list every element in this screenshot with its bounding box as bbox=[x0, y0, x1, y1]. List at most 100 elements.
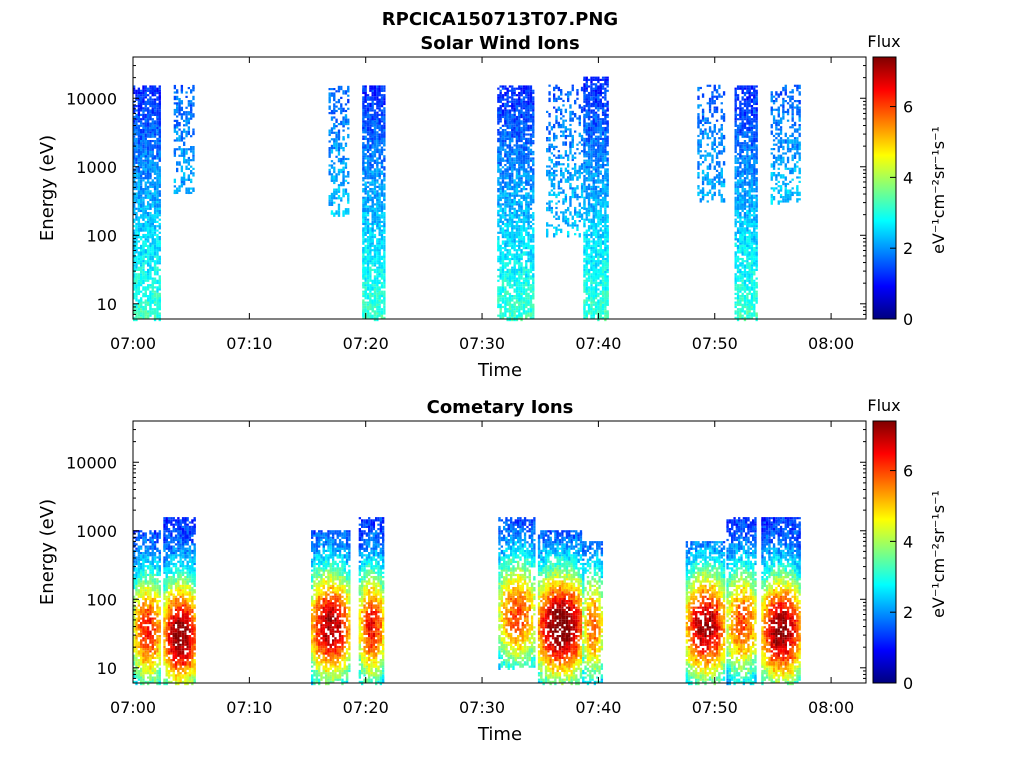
heatmap-cell bbox=[583, 198, 586, 204]
heatmap-cell bbox=[508, 89, 512, 92]
heatmap-cell bbox=[337, 147, 341, 152]
heatmap-cell bbox=[699, 86, 702, 90]
heatmap-cell bbox=[504, 153, 507, 158]
heatmap-cell bbox=[371, 214, 374, 219]
heatmap-cell bbox=[153, 308, 157, 313]
heatmap-cell bbox=[497, 209, 500, 215]
heatmap-cell bbox=[383, 216, 386, 219]
heatmap-cell bbox=[525, 137, 528, 143]
heatmap-cell bbox=[378, 174, 381, 180]
heatmap-cell bbox=[183, 148, 186, 153]
heatmap-cell bbox=[366, 266, 370, 271]
heatmap-cell bbox=[499, 266, 502, 269]
heatmap-cell bbox=[499, 290, 502, 295]
heatmap-cell bbox=[140, 316, 143, 319]
heatmap-cell bbox=[604, 271, 607, 274]
heatmap-cell bbox=[344, 118, 348, 123]
heatmap-cell bbox=[366, 262, 370, 267]
heatmap-cell bbox=[532, 281, 535, 285]
heatmap-cell bbox=[504, 107, 507, 110]
heatmap-cell bbox=[706, 84, 709, 87]
heatmap-cell bbox=[342, 120, 345, 126]
heatmap-cell bbox=[599, 188, 602, 193]
heatmap-cell bbox=[583, 233, 586, 237]
heatmap-cell bbox=[144, 122, 147, 127]
heatmap-cell bbox=[597, 100, 600, 103]
heatmap-cell bbox=[529, 225, 533, 228]
heatmap-cell bbox=[590, 301, 593, 304]
heatmap-cell bbox=[347, 175, 350, 178]
heatmap-cell bbox=[362, 310, 365, 315]
heatmap-cell bbox=[344, 166, 348, 169]
heatmap-cell bbox=[555, 145, 558, 148]
heatmap-cell bbox=[142, 166, 145, 171]
heatmap-cell bbox=[560, 228, 563, 234]
heatmap-cell bbox=[736, 140, 740, 145]
heatmap-cell bbox=[501, 105, 505, 108]
heatmap-cell bbox=[604, 238, 607, 243]
heatmap-cell bbox=[736, 209, 740, 215]
heatmap-cell bbox=[569, 130, 572, 135]
heatmap-cell bbox=[156, 220, 159, 223]
heatmap-cell bbox=[601, 268, 605, 274]
heatmap-cell bbox=[383, 85, 386, 88]
heatmap-cell bbox=[149, 310, 152, 315]
heatmap-cell bbox=[736, 172, 740, 178]
heatmap-cell bbox=[147, 275, 150, 280]
heatmap-cell bbox=[158, 87, 161, 90]
heatmap-cell bbox=[522, 244, 526, 250]
heatmap-cell bbox=[518, 240, 521, 243]
heatmap-cell bbox=[594, 249, 598, 254]
heatmap-cell bbox=[140, 196, 143, 199]
heatmap-cell bbox=[522, 308, 526, 313]
heatmap-cell bbox=[571, 158, 574, 162]
heatmap-cell bbox=[560, 191, 563, 194]
heatmap-cell bbox=[548, 200, 551, 205]
heatmap-cell bbox=[597, 131, 600, 134]
heatmap-cell bbox=[529, 135, 533, 138]
heatmap-cell bbox=[532, 161, 535, 167]
heatmap-cell bbox=[522, 113, 526, 119]
heatmap-cell bbox=[571, 222, 574, 227]
heatmap-cell bbox=[706, 119, 709, 122]
heatmap-cell bbox=[515, 268, 519, 274]
heatmap-cell bbox=[137, 266, 141, 271]
heatmap-cell bbox=[527, 275, 530, 278]
heatmap-cell bbox=[560, 110, 563, 113]
heatmap-cell bbox=[587, 144, 591, 149]
heatmap-cell bbox=[176, 122, 179, 127]
heatmap-cell bbox=[513, 161, 516, 164]
heatmap-cell bbox=[383, 251, 386, 256]
heatmap-cell bbox=[151, 255, 154, 261]
heatmap-cell bbox=[373, 284, 377, 287]
heatmap-cell bbox=[504, 207, 507, 210]
heatmap-cell bbox=[594, 161, 598, 167]
heatmap-cell bbox=[576, 117, 579, 120]
heatmap-cell bbox=[508, 279, 512, 285]
heatmap-cell bbox=[571, 167, 574, 170]
heatmap-cell bbox=[333, 181, 336, 185]
heatmap-cell bbox=[525, 281, 528, 287]
heatmap-cell bbox=[592, 78, 595, 81]
heatmap-cell bbox=[739, 212, 742, 217]
heatmap-cell bbox=[529, 133, 533, 136]
heatmap-cell bbox=[140, 198, 143, 204]
heatmap-cell bbox=[362, 91, 365, 95]
heatmap-cell bbox=[173, 178, 177, 184]
heatmap-cell bbox=[140, 131, 143, 136]
heatmap-cell bbox=[739, 242, 742, 245]
heatmap-cell bbox=[706, 172, 709, 177]
heatmap-cell bbox=[373, 260, 377, 263]
heatmap-cell bbox=[606, 205, 609, 208]
heatmap-cell bbox=[590, 131, 593, 136]
heatmap-cell bbox=[383, 87, 386, 90]
heatmap-cell bbox=[133, 231, 136, 237]
heatmap-cell bbox=[701, 176, 705, 181]
heatmap-cell bbox=[144, 242, 147, 247]
heatmap-cell bbox=[520, 255, 523, 261]
heatmap-cell bbox=[594, 150, 598, 156]
heatmap-cell bbox=[369, 260, 372, 263]
heatmap-cell bbox=[501, 102, 505, 105]
heatmap-cell bbox=[362, 260, 365, 265]
heatmap-cell bbox=[606, 170, 609, 173]
